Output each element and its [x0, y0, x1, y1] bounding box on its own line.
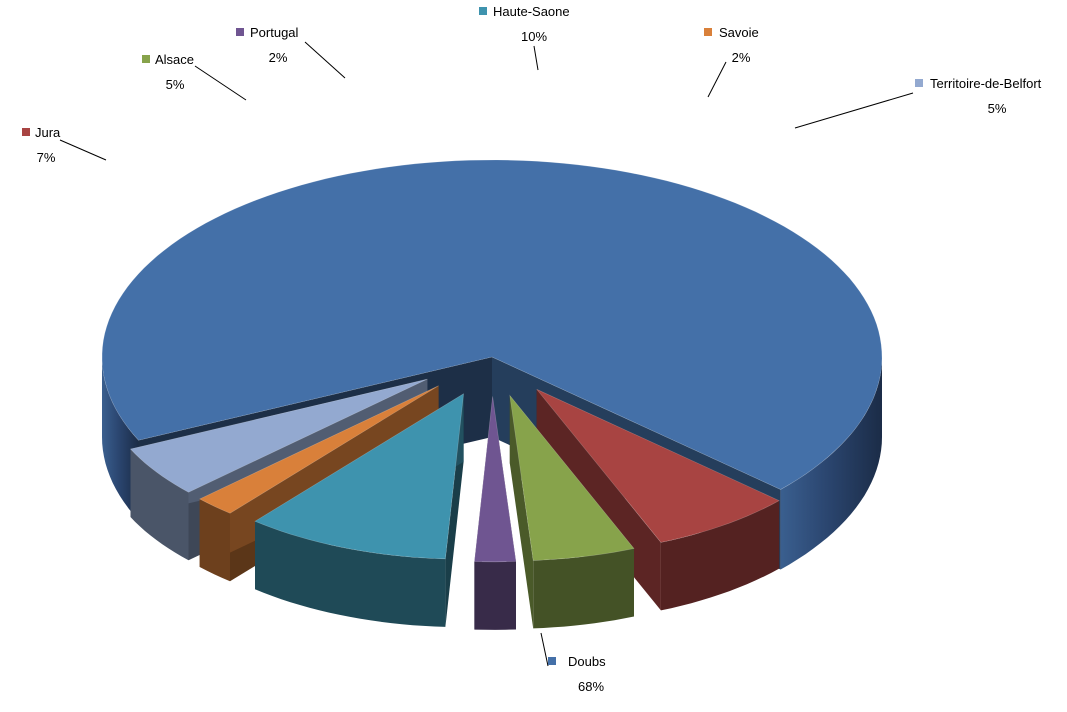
slice-alsace	[509, 394, 635, 561]
legend-key-doubs	[548, 657, 556, 665]
slice-wall-alsace-end	[509, 395, 534, 629]
leader-line-jura	[59, 139, 107, 161]
slice-side-doubs	[102, 357, 139, 521]
label-percent-jura: 7%	[37, 150, 56, 165]
legend-key-haute-saone	[479, 7, 487, 15]
slice-jura	[536, 389, 780, 543]
legend-key-savoie	[704, 28, 712, 36]
label-percent-portugal: 2%	[269, 50, 288, 65]
leader-line-territoire-de-belfort	[794, 92, 914, 129]
leader-line-savoie	[707, 61, 727, 98]
leader-line-portugal	[304, 41, 346, 79]
data-label-jura: Jura 7%	[22, 125, 107, 165]
slice-haute-saone	[254, 393, 464, 560]
label-name-alsace: Alsace	[155, 52, 194, 67]
slice-side-portugal	[474, 561, 516, 630]
data-label-territoire-de-belfort: Territoire-de-Belfort 5%	[794, 76, 1042, 129]
slice-side-alsace	[533, 548, 634, 629]
data-label-haute-saone: Haute-Saone 10%	[479, 4, 570, 71]
slice-side-jura	[660, 500, 780, 611]
pie-top-layer	[101, 159, 883, 563]
data-label-savoie: Savoie 2%	[704, 25, 759, 98]
data-label-portugal: Portugal 2%	[236, 25, 346, 79]
slice-portugal	[474, 396, 517, 563]
leader-line-haute-saone	[533, 45, 539, 71]
slice-side-savoie	[199, 499, 230, 582]
leader-line-doubs	[540, 632, 549, 667]
slice-savoie	[199, 385, 439, 514]
label-percent-savoie: 2%	[732, 50, 751, 65]
label-percent-territoire-de-belfort: 5%	[988, 101, 1007, 116]
legend-key-alsace	[142, 55, 150, 63]
label-name-portugal: Portugal	[250, 25, 299, 40]
slice-territoire-de-belfort	[129, 378, 428, 493]
label-name-jura: Jura	[35, 125, 61, 140]
data-label-alsace: Alsace 5%	[142, 52, 247, 101]
slice-side-territoire-de-belfort	[130, 449, 189, 561]
slice-side-doubs-1	[780, 357, 882, 570]
legend-key-territoire-de-belfort	[915, 79, 923, 87]
label-name-territoire-de-belfort: Territoire-de-Belfort	[930, 76, 1042, 91]
pie-label-layer: Doubs 68% Jura 7% Alsace 5% Portugal 2% Haute-Sa…	[22, 4, 1042, 694]
label-percent-doubs: 68%	[578, 679, 604, 694]
label-name-savoie: Savoie	[719, 25, 759, 40]
slice-side-haute-saone	[255, 521, 446, 627]
label-name-haute-saone: Haute-Saone	[493, 4, 570, 19]
label-name-doubs: Doubs	[568, 654, 606, 669]
legend-key-jura	[22, 128, 30, 136]
leader-line-alsace	[194, 65, 247, 101]
data-label-doubs: Doubs 68%	[540, 632, 606, 694]
label-percent-haute-saone: 10%	[521, 29, 547, 44]
legend-key-portugal	[236, 28, 244, 36]
label-percent-alsace: 5%	[166, 77, 185, 92]
slice-doubs	[101, 159, 883, 490]
